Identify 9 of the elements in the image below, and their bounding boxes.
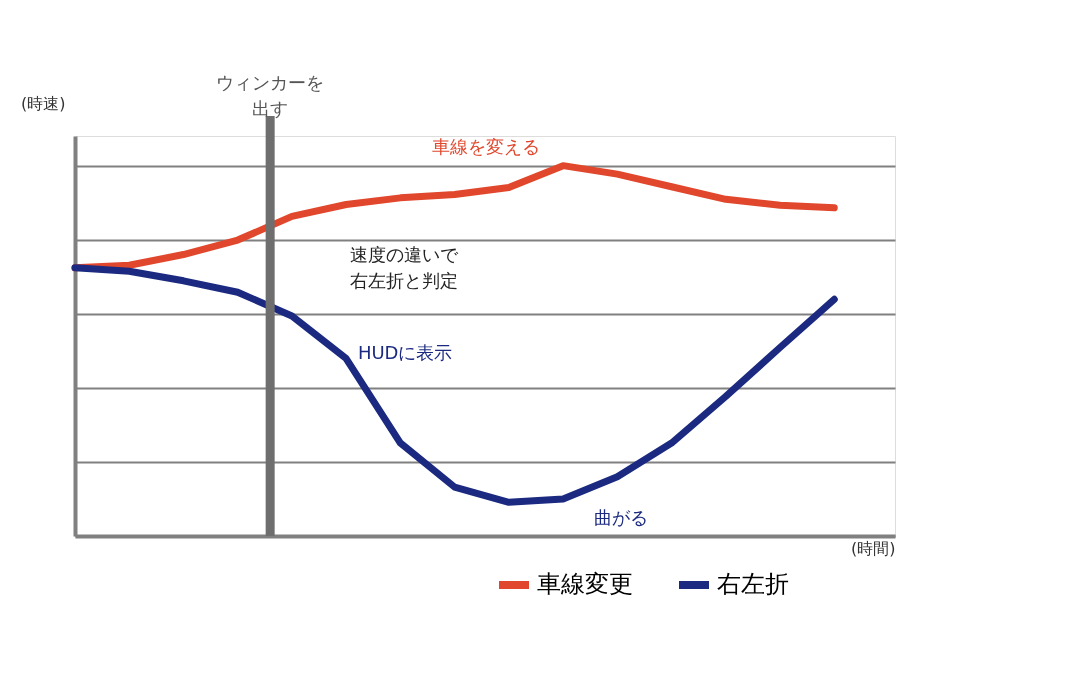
annotation: 曲がる: [594, 507, 649, 529]
legend-label: 車線変更: [537, 570, 633, 598]
x-axis-title: (時間): [851, 538, 896, 558]
annotation: 速度の違いで右左折と判定: [349, 244, 459, 291]
legend-label: 右左折: [717, 570, 789, 598]
y-axis-title: (時速): [21, 93, 66, 113]
text: ウィンカーを出す: [216, 72, 325, 119]
annotation: HUDに表示: [357, 342, 453, 363]
text: 車線を変える: [431, 136, 540, 157]
